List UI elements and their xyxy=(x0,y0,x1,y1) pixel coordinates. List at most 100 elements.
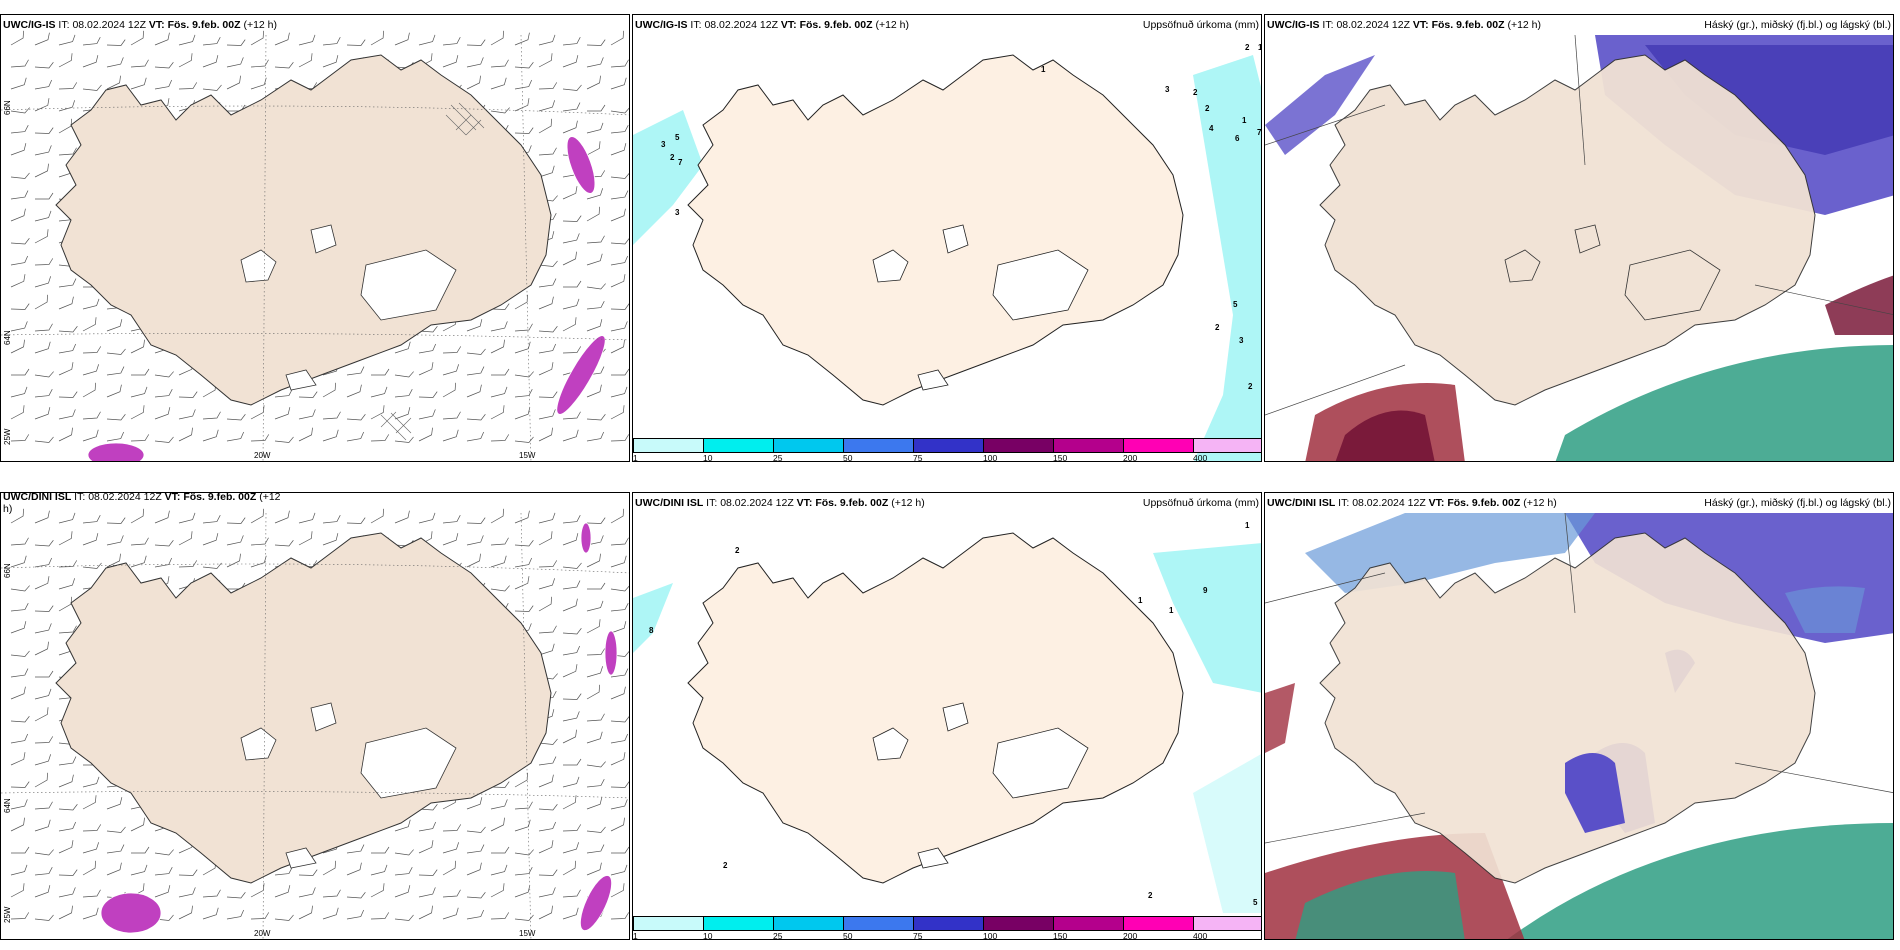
wind-barb xyxy=(34,866,53,876)
wind-barb xyxy=(538,756,557,766)
wind-barb xyxy=(11,368,30,376)
wind-barb xyxy=(538,296,554,310)
wind-barb xyxy=(58,756,77,766)
wind-barb xyxy=(58,100,75,112)
wind-barb xyxy=(370,30,384,46)
colorbar-segment xyxy=(703,438,774,453)
wind-barb xyxy=(82,317,97,332)
wind-barb xyxy=(178,427,193,442)
wind-barb xyxy=(610,817,625,832)
lon-label-15w: 15W xyxy=(519,929,536,938)
wind-barb xyxy=(490,321,508,332)
wind-barb xyxy=(610,602,629,612)
wind-barb xyxy=(34,623,52,634)
wind-barb xyxy=(418,869,438,876)
wind-barb xyxy=(131,846,150,854)
wind-barb xyxy=(538,578,555,590)
colorbar-tick: 75 xyxy=(913,453,923,462)
wind-barb xyxy=(490,339,505,354)
wind-barb xyxy=(610,781,629,788)
wind-barb xyxy=(10,864,28,876)
colorbar-segment xyxy=(633,916,704,931)
wind-barb xyxy=(82,36,101,46)
wind-barb xyxy=(58,326,78,333)
lead-time: (+12 xyxy=(259,492,281,503)
wind-barb xyxy=(34,885,51,898)
wind-barb xyxy=(82,860,96,876)
wind-barb xyxy=(34,62,54,69)
wind-barb xyxy=(226,892,246,899)
wind-barb xyxy=(34,754,51,766)
wind-barb xyxy=(178,34,196,46)
precip-value-label: 7 xyxy=(1257,128,1262,137)
wind-barb xyxy=(490,864,508,876)
wind-barb xyxy=(58,887,76,898)
lon-label-25w: 25W xyxy=(3,906,12,923)
wind-barb xyxy=(58,869,78,876)
wind-barb xyxy=(610,537,629,546)
colorbar-tick: 150 xyxy=(1053,453,1068,462)
valid-time: Fös. 9.feb. 00Z xyxy=(1447,497,1521,509)
colorbar-tick: 50 xyxy=(843,453,853,462)
wind-barb xyxy=(178,512,196,524)
wind-barb xyxy=(466,862,482,876)
wind-barb xyxy=(202,55,219,68)
field-title: Uppsöfnuð úrkoma (mm) xyxy=(1142,497,1259,509)
wind-barb xyxy=(154,849,174,856)
wind-barb xyxy=(586,684,600,700)
wind-barb xyxy=(35,670,54,678)
init-time: 08.02.2024 12Z xyxy=(704,19,778,31)
iceland-land xyxy=(687,532,1184,884)
wind-barb xyxy=(466,892,486,899)
wind-barb xyxy=(562,251,577,266)
wind-barb xyxy=(538,905,553,920)
wind-barb xyxy=(586,844,605,854)
precip-value-label: 2 xyxy=(1205,104,1210,113)
wind-barb xyxy=(34,688,52,700)
wind-barb xyxy=(178,82,198,90)
wind-barb xyxy=(562,346,582,354)
wind-barb xyxy=(58,147,77,156)
wind-barb xyxy=(370,386,388,398)
wind-barb xyxy=(202,36,221,46)
precip-value-label: 1 xyxy=(1245,521,1250,530)
wind-map xyxy=(1,30,629,461)
wind-barb xyxy=(394,371,414,378)
wind-barb xyxy=(10,434,30,442)
wind-barb xyxy=(514,819,531,832)
wind-barb xyxy=(10,752,26,766)
wind-barb xyxy=(514,371,534,378)
wind-barb xyxy=(563,280,582,288)
wind-barb xyxy=(346,39,366,46)
wind-barb xyxy=(514,576,530,590)
wind-barb xyxy=(562,562,582,569)
wind-barb xyxy=(10,107,30,114)
wind-barb xyxy=(298,905,313,920)
wind-barb xyxy=(106,75,121,90)
wind-barb xyxy=(442,36,461,46)
wind-barb xyxy=(394,849,414,856)
wind-barb xyxy=(274,540,294,547)
wind-barb xyxy=(58,905,73,920)
wind-barb xyxy=(322,429,339,442)
init-time: 08.02.2024 12Z xyxy=(88,492,162,503)
wind-barb xyxy=(610,555,627,568)
wind-barb xyxy=(250,405,265,420)
wind-barb xyxy=(418,840,434,854)
wind-barb xyxy=(587,104,606,112)
wind-barb xyxy=(202,889,221,898)
wind-barb xyxy=(586,188,603,200)
wind-barb xyxy=(586,319,603,332)
wind-barb xyxy=(466,384,482,398)
wind-barb xyxy=(490,508,504,524)
colorbar-segment xyxy=(983,438,1054,453)
model-name: UWC/IG-IS xyxy=(1267,19,1320,31)
wind-barb xyxy=(514,407,531,420)
model-name: UWC/IG-IS xyxy=(635,19,688,31)
wind-barb xyxy=(490,912,510,920)
wind-barb xyxy=(394,510,410,524)
wind-barb xyxy=(586,666,603,678)
wind-barb xyxy=(346,862,362,876)
wind-barb xyxy=(562,186,578,200)
